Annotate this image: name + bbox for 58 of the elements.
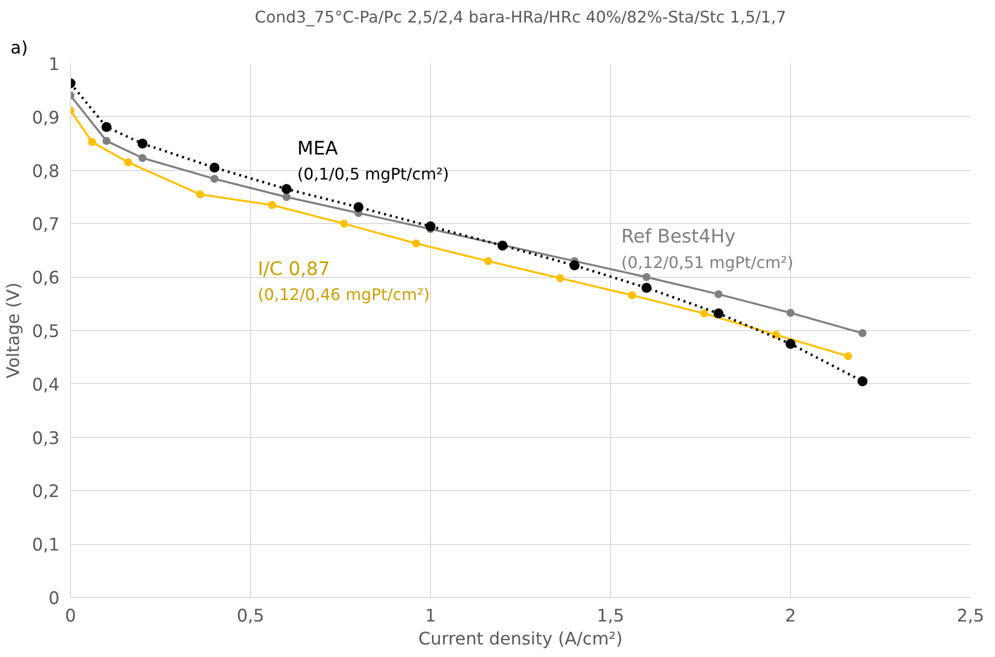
point [426, 221, 436, 232]
point [858, 376, 868, 386]
y-tick-label: 0,3 [32, 428, 60, 449]
y-tick-label: 0,1 [32, 536, 60, 556]
point [844, 352, 852, 360]
point [628, 291, 636, 300]
point [412, 239, 420, 248]
point [772, 330, 780, 339]
text: a) [10, 38, 28, 58]
x-tick-label: 1 [424, 606, 436, 626]
annotation: (0,12/0,46 mgPt/cm²) [258, 284, 430, 304]
y-tick-label: 0,5 [32, 322, 60, 342]
y-tick-label: 0,7 [32, 215, 60, 236]
point [858, 329, 866, 338]
point [556, 274, 564, 282]
point [138, 154, 146, 162]
point [102, 122, 112, 132]
point [340, 220, 348, 228]
series-label: MEA [297, 138, 338, 160]
point [282, 193, 290, 201]
point [102, 136, 110, 145]
y-tick-label: 0,8 [32, 162, 60, 182]
point [714, 290, 722, 298]
point [642, 273, 650, 282]
y-tick-label: 0,2 [32, 482, 60, 502]
point [570, 260, 580, 270]
x-tick-label: 0,5 [236, 606, 264, 626]
point [714, 308, 724, 318]
annotation: (0,12/0,51 mgPt/cm²) [621, 252, 794, 272]
point [786, 338, 796, 349]
x-tick-label: 2 [784, 606, 796, 626]
point [282, 184, 292, 194]
x-tick-label: 2,5 [956, 606, 984, 626]
point [210, 174, 218, 183]
y-tick-label: 0,6 [32, 268, 60, 289]
x-tick-label: 1,5 [596, 606, 624, 626]
point [268, 201, 276, 210]
x-tick-label: 0 [64, 606, 76, 626]
point [786, 308, 794, 317]
point [354, 202, 364, 212]
y-axis-title: Voltage (V) [4, 282, 24, 378]
point [642, 282, 652, 293]
point [124, 158, 132, 166]
point [138, 138, 148, 149]
point [196, 190, 204, 198]
y-tick-label: 0 [48, 589, 60, 609]
x-axis-title: Current density (A/cm²) [418, 630, 623, 650]
y-tick-label: 0,9 [32, 108, 60, 128]
chart-title: Cond3_75°C-Pa/Pc 2,5/2,4 bara-HRa/HRc 40%/82%-Sta/Stc 1,5/1,7 [254, 8, 786, 26]
y-tick-label: 1 [48, 55, 60, 75]
y-tick-label: 0,4 [32, 375, 60, 396]
point [210, 162, 220, 173]
point [88, 138, 96, 146]
annotation: (0,1/0,5 mgPt/cm²) [297, 164, 450, 184]
series-label: I/C 0,87 [258, 258, 330, 280]
series-label: Ref Best4Hy [621, 226, 736, 248]
point [700, 309, 708, 318]
point [484, 257, 492, 266]
